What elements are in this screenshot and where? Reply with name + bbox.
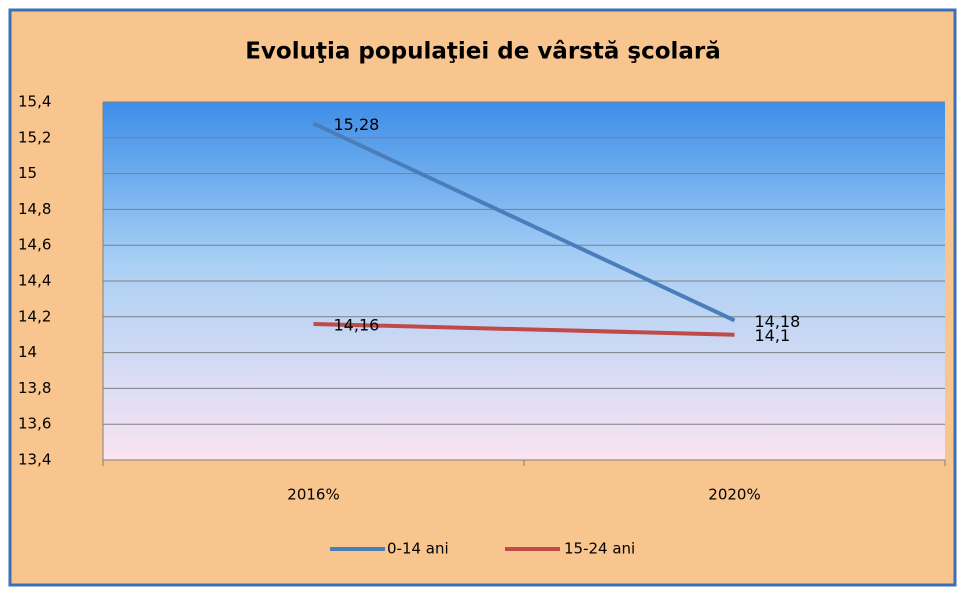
y-tick-label: 15,4 xyxy=(18,93,51,111)
y-tick-label: 15 xyxy=(18,164,37,182)
y-tick-label: 14,2 xyxy=(18,307,51,325)
data-label: 14,18 xyxy=(755,312,801,331)
chart-title: Evoluţia populaţiei de vârstă şcolară xyxy=(245,39,721,65)
y-tick-label: 14,4 xyxy=(18,272,51,290)
y-tick-label: 15,2 xyxy=(18,128,51,146)
y-tick-label: 14,6 xyxy=(18,236,51,254)
series-line xyxy=(312,121,736,323)
x-tick-label: 2016% xyxy=(287,486,339,504)
y-tick-label: 14 xyxy=(18,343,37,361)
data-label: 14,16 xyxy=(334,315,380,334)
series-line xyxy=(313,321,735,337)
data-label: 15,28 xyxy=(334,115,380,134)
y-tick-label: 13,4 xyxy=(18,451,51,469)
data-label: 14,1 xyxy=(755,326,791,345)
y-tick-label: 13,8 xyxy=(18,379,51,397)
y-tick-label: 13,6 xyxy=(18,415,51,433)
legend-label: 0-14 ani xyxy=(387,540,449,558)
x-tick-label: 2020% xyxy=(708,486,760,504)
y-tick-label: 14,8 xyxy=(18,200,51,218)
legend-label: 15-24 ani xyxy=(564,540,635,558)
